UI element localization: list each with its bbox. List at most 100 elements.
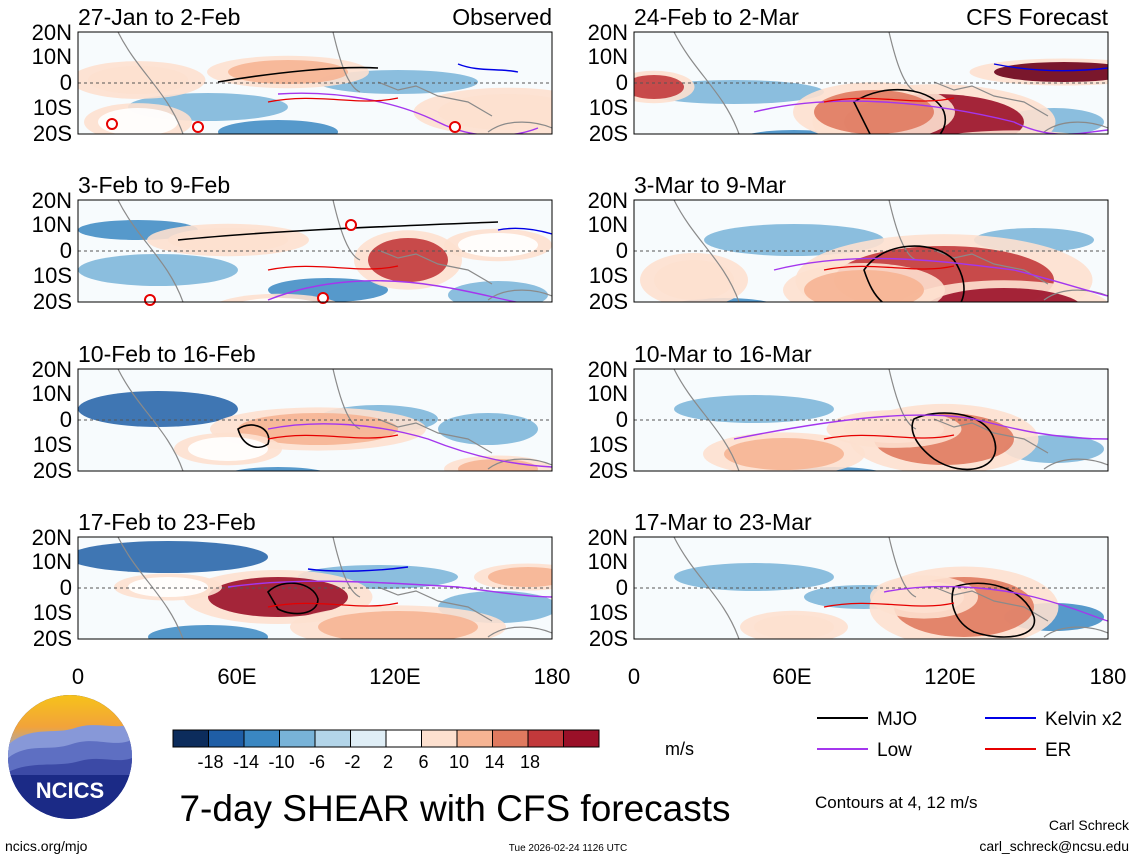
shear-cell-westerly bbox=[128, 577, 208, 597]
shear-cell-westerly bbox=[188, 437, 268, 461]
mjo-contour bbox=[217, 66, 379, 83]
kelvin-contour bbox=[993, 63, 1108, 72]
colorbar-swatch bbox=[527, 729, 564, 748]
lat-tick-label: 20S bbox=[589, 626, 628, 651]
panel-period-title: 17-Mar to 23-Mar bbox=[634, 509, 812, 535]
coastline-africa bbox=[673, 537, 740, 639]
coastline-australia bbox=[487, 626, 552, 638]
colorbar-tick-label: -18 bbox=[197, 752, 223, 772]
storm-marker bbox=[449, 121, 461, 133]
shear-cell-westerly bbox=[654, 260, 734, 300]
shear-cell-westerly bbox=[458, 459, 538, 471]
storm-marker bbox=[345, 219, 357, 231]
panel-period-title: 24-Feb to 2-Mar bbox=[634, 4, 799, 30]
shear-cell-westerly bbox=[934, 136, 1094, 168]
lat-tick-label: 10N bbox=[32, 549, 72, 574]
panel-period-title: 17-Feb to 23-Feb bbox=[78, 509, 256, 535]
colorbar: -18 -14 -10 -6 -2 2 6 10 14 18 bbox=[172, 729, 600, 772]
panel-frame bbox=[633, 199, 1109, 303]
panel-frame bbox=[633, 536, 1109, 640]
lat-tick-label: 10S bbox=[33, 95, 72, 120]
footer-url[interactable]: ncics.org/mjo bbox=[5, 838, 88, 854]
lat-tick-label: 10S bbox=[589, 600, 628, 625]
lat-tick-label: 20S bbox=[33, 289, 72, 314]
shear-cell-westerly bbox=[929, 288, 1079, 302]
low-contour bbox=[277, 92, 539, 134]
footer-email[interactable]: carl_schreck@ncsu.edu bbox=[979, 838, 1129, 854]
colorbar-swatch bbox=[492, 729, 529, 748]
shear-cell-westerly bbox=[98, 108, 178, 134]
lat-tick-label: 10S bbox=[33, 432, 72, 457]
low-contour bbox=[883, 585, 1108, 622]
lat-tick-label: 0 bbox=[60, 70, 72, 95]
mjo-contour bbox=[852, 88, 947, 134]
ncics-logo[interactable]: NCICS bbox=[8, 695, 132, 825]
lat-tick-label: 0 bbox=[60, 238, 72, 263]
low-contour bbox=[733, 414, 1108, 440]
lat-tick-label: 20S bbox=[33, 458, 72, 483]
shear-cell-easterly bbox=[78, 541, 268, 573]
contour-note: Contours at 4, 12 m/s bbox=[815, 793, 978, 812]
mjo-contour bbox=[177, 221, 499, 241]
panel-frame bbox=[633, 368, 1109, 472]
lat-tick-label: 20N bbox=[32, 20, 72, 45]
lat-tick-label: 20N bbox=[588, 525, 628, 550]
coastline-africa bbox=[117, 369, 184, 471]
colorbar-swatch bbox=[385, 729, 422, 748]
mjo-contour bbox=[237, 424, 270, 448]
storm-marker bbox=[192, 121, 204, 133]
shear-cell-westerly-halo bbox=[247, 149, 409, 176]
shear-cell-westerly bbox=[318, 611, 478, 639]
lat-tick-label: 20S bbox=[589, 121, 628, 146]
coastline-maritime-continent bbox=[933, 418, 1049, 454]
shear-cell-easterly bbox=[218, 120, 338, 134]
er-contour bbox=[267, 602, 399, 608]
coastline-asia bbox=[332, 200, 361, 261]
colorbar-swatch bbox=[279, 729, 316, 748]
lat-tick-label: 10S bbox=[589, 263, 628, 288]
legend-label-kelvin: Kelvin x2 bbox=[1045, 709, 1122, 730]
lat-tick-label: 10N bbox=[32, 212, 72, 237]
panel-period-title: 10-Mar to 16-Mar bbox=[634, 341, 812, 367]
er-contour bbox=[823, 97, 955, 103]
lat-tick-label: 0 bbox=[616, 407, 628, 432]
shear-cell-westerly bbox=[240, 298, 316, 302]
legend-label-mjo: MJO bbox=[877, 709, 917, 730]
lat-tick-label: 10S bbox=[589, 95, 628, 120]
low-contour bbox=[267, 423, 552, 468]
colorbar-swatch bbox=[314, 729, 351, 748]
storm-marker bbox=[144, 294, 156, 306]
shear-cell-westerly bbox=[994, 62, 1108, 82]
x-tick-180: 180 bbox=[1090, 664, 1127, 689]
storm-marker bbox=[106, 118, 118, 130]
coastline-maritime-continent bbox=[377, 586, 493, 622]
lat-tick-label: 20N bbox=[588, 188, 628, 213]
er-contour bbox=[823, 602, 955, 608]
coastline-australia bbox=[487, 121, 552, 133]
shear-cell-westerly bbox=[488, 567, 552, 587]
er-contour bbox=[267, 265, 399, 271]
colorbar-swatch bbox=[563, 729, 600, 748]
shear-cell-westerly bbox=[88, 66, 188, 94]
colorbar-swatch bbox=[421, 729, 458, 748]
lat-tick-label: 0 bbox=[616, 70, 628, 95]
coastline-maritime-continent bbox=[377, 418, 493, 454]
coastline-asia bbox=[888, 32, 917, 93]
shear-cell-westerly-halo bbox=[954, 130, 1074, 134]
x-tick-60e: 60E bbox=[217, 664, 256, 689]
low-contour bbox=[773, 257, 1108, 297]
colorbar-swatch bbox=[172, 729, 209, 748]
low-contour bbox=[227, 580, 552, 598]
shear-cell-westerly bbox=[208, 577, 348, 617]
shear-cell-easterly bbox=[78, 391, 238, 427]
coastline-africa bbox=[117, 200, 184, 302]
